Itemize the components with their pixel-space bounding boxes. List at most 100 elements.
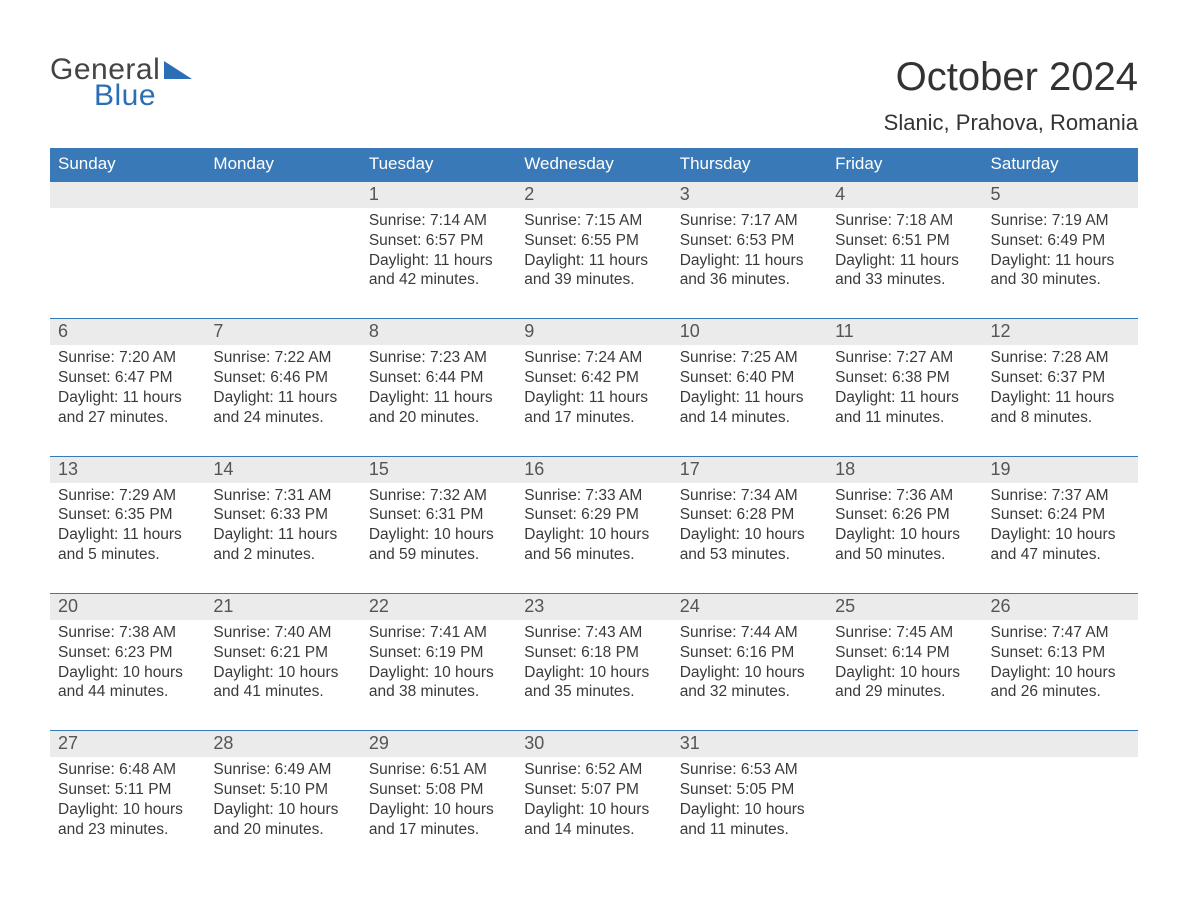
day-number: 7 xyxy=(205,319,360,345)
calendar: Sunday Monday Tuesday Wednesday Thursday… xyxy=(50,148,1138,868)
sunrise-text: Sunrise: 7:23 AM xyxy=(369,348,508,368)
sunrise-text: Sunrise: 7:14 AM xyxy=(369,211,508,231)
day-number xyxy=(50,182,205,208)
day-number: 28 xyxy=(205,731,360,757)
day-header: Tuesday xyxy=(361,148,516,181)
day-header: Sunday xyxy=(50,148,205,181)
day-header: Friday xyxy=(827,148,982,181)
sunset-text: Sunset: 6:29 PM xyxy=(524,505,663,525)
sunset-text: Sunset: 6:40 PM xyxy=(680,368,819,388)
daylight-text: Daylight: 10 hours and 50 minutes. xyxy=(835,525,974,565)
day-header-row: Sunday Monday Tuesday Wednesday Thursday… xyxy=(50,148,1138,181)
day-cell: Sunrise: 7:31 AMSunset: 6:33 PMDaylight:… xyxy=(205,483,360,593)
sunrise-text: Sunrise: 7:22 AM xyxy=(213,348,352,368)
day-number: 9 xyxy=(516,319,671,345)
daylight-text: Daylight: 11 hours and 17 minutes. xyxy=(524,388,663,428)
day-header: Wednesday xyxy=(516,148,671,181)
sunset-text: Sunset: 6:26 PM xyxy=(835,505,974,525)
sunrise-text: Sunrise: 7:47 AM xyxy=(991,623,1130,643)
sunset-text: Sunset: 6:38 PM xyxy=(835,368,974,388)
day-number: 19 xyxy=(983,457,1138,483)
sunrise-text: Sunrise: 7:28 AM xyxy=(991,348,1130,368)
day-number: 22 xyxy=(361,594,516,620)
day-number: 12 xyxy=(983,319,1138,345)
daylight-text: Daylight: 11 hours and 24 minutes. xyxy=(213,388,352,428)
day-number: 11 xyxy=(827,319,982,345)
sunrise-text: Sunrise: 7:19 AM xyxy=(991,211,1130,231)
sunset-text: Sunset: 6:16 PM xyxy=(680,643,819,663)
sunset-text: Sunset: 6:23 PM xyxy=(58,643,197,663)
calendar-week: 2728293031Sunrise: 6:48 AMSunset: 5:11 P… xyxy=(50,730,1138,867)
header: General Blue October 2024 Slanic, Prahov… xyxy=(50,55,1138,136)
day-cell: Sunrise: 7:34 AMSunset: 6:28 PMDaylight:… xyxy=(672,483,827,593)
sunrise-text: Sunrise: 7:40 AM xyxy=(213,623,352,643)
day-cell xyxy=(205,208,360,318)
sunset-text: Sunset: 6:51 PM xyxy=(835,231,974,251)
sunset-text: Sunset: 5:10 PM xyxy=(213,780,352,800)
day-cell: Sunrise: 7:24 AMSunset: 6:42 PMDaylight:… xyxy=(516,345,671,455)
sunrise-text: Sunrise: 7:36 AM xyxy=(835,486,974,506)
sunrise-text: Sunrise: 7:41 AM xyxy=(369,623,508,643)
sunrise-text: Sunrise: 7:31 AM xyxy=(213,486,352,506)
day-cell: Sunrise: 7:47 AMSunset: 6:13 PMDaylight:… xyxy=(983,620,1138,730)
sunset-text: Sunset: 6:37 PM xyxy=(991,368,1130,388)
day-number: 31 xyxy=(672,731,827,757)
daynum-row: 13141516171819 xyxy=(50,457,1138,483)
daybody-row: Sunrise: 7:14 AMSunset: 6:57 PMDaylight:… xyxy=(50,208,1138,318)
day-header: Monday xyxy=(205,148,360,181)
daylight-text: Daylight: 10 hours and 35 minutes. xyxy=(524,663,663,703)
day-number: 29 xyxy=(361,731,516,757)
daylight-text: Daylight: 10 hours and 14 minutes. xyxy=(524,800,663,840)
daynum-row: 6789101112 xyxy=(50,319,1138,345)
sunset-text: Sunset: 6:24 PM xyxy=(991,505,1130,525)
day-number: 24 xyxy=(672,594,827,620)
daylight-text: Daylight: 11 hours and 36 minutes. xyxy=(680,251,819,291)
day-cell: Sunrise: 7:15 AMSunset: 6:55 PMDaylight:… xyxy=(516,208,671,318)
sunrise-text: Sunrise: 7:37 AM xyxy=(991,486,1130,506)
daylight-text: Daylight: 11 hours and 42 minutes. xyxy=(369,251,508,291)
location: Slanic, Prahova, Romania xyxy=(884,110,1138,136)
daylight-text: Daylight: 11 hours and 14 minutes. xyxy=(680,388,819,428)
daybody-row: Sunrise: 7:38 AMSunset: 6:23 PMDaylight:… xyxy=(50,620,1138,730)
day-cell: Sunrise: 7:43 AMSunset: 6:18 PMDaylight:… xyxy=(516,620,671,730)
day-cell: Sunrise: 7:19 AMSunset: 6:49 PMDaylight:… xyxy=(983,208,1138,318)
sunset-text: Sunset: 5:07 PM xyxy=(524,780,663,800)
day-number: 23 xyxy=(516,594,671,620)
daylight-text: Daylight: 10 hours and 17 minutes. xyxy=(369,800,508,840)
sunrise-text: Sunrise: 7:17 AM xyxy=(680,211,819,231)
sunrise-text: Sunrise: 6:53 AM xyxy=(680,760,819,780)
day-number: 26 xyxy=(983,594,1138,620)
sunrise-text: Sunrise: 6:51 AM xyxy=(369,760,508,780)
sunset-text: Sunset: 6:42 PM xyxy=(524,368,663,388)
day-cell: Sunrise: 6:48 AMSunset: 5:11 PMDaylight:… xyxy=(50,757,205,867)
day-number: 17 xyxy=(672,457,827,483)
page-title: October 2024 xyxy=(884,55,1138,100)
daylight-text: Daylight: 11 hours and 27 minutes. xyxy=(58,388,197,428)
day-cell xyxy=(50,208,205,318)
sunrise-text: Sunrise: 7:24 AM xyxy=(524,348,663,368)
daylight-text: Daylight: 11 hours and 30 minutes. xyxy=(991,251,1130,291)
sunset-text: Sunset: 6:33 PM xyxy=(213,505,352,525)
logo: General Blue xyxy=(50,55,192,111)
sunset-text: Sunset: 6:49 PM xyxy=(991,231,1130,251)
day-number: 20 xyxy=(50,594,205,620)
day-number xyxy=(827,731,982,757)
sunset-text: Sunset: 6:18 PM xyxy=(524,643,663,663)
daylight-text: Daylight: 10 hours and 53 minutes. xyxy=(680,525,819,565)
sunset-text: Sunset: 6:14 PM xyxy=(835,643,974,663)
sunset-text: Sunset: 6:46 PM xyxy=(213,368,352,388)
daylight-text: Daylight: 11 hours and 11 minutes. xyxy=(835,388,974,428)
daylight-text: Daylight: 10 hours and 26 minutes. xyxy=(991,663,1130,703)
daylight-text: Daylight: 10 hours and 38 minutes. xyxy=(369,663,508,703)
daylight-text: Daylight: 11 hours and 5 minutes. xyxy=(58,525,197,565)
sunset-text: Sunset: 5:05 PM xyxy=(680,780,819,800)
sunrise-text: Sunrise: 7:32 AM xyxy=(369,486,508,506)
day-number: 16 xyxy=(516,457,671,483)
day-cell: Sunrise: 7:40 AMSunset: 6:21 PMDaylight:… xyxy=(205,620,360,730)
daylight-text: Daylight: 10 hours and 47 minutes. xyxy=(991,525,1130,565)
daybody-row: Sunrise: 6:48 AMSunset: 5:11 PMDaylight:… xyxy=(50,757,1138,867)
daynum-row: 12345 xyxy=(50,182,1138,208)
sunset-text: Sunset: 6:57 PM xyxy=(369,231,508,251)
sunrise-text: Sunrise: 6:48 AM xyxy=(58,760,197,780)
sunrise-text: Sunrise: 7:15 AM xyxy=(524,211,663,231)
